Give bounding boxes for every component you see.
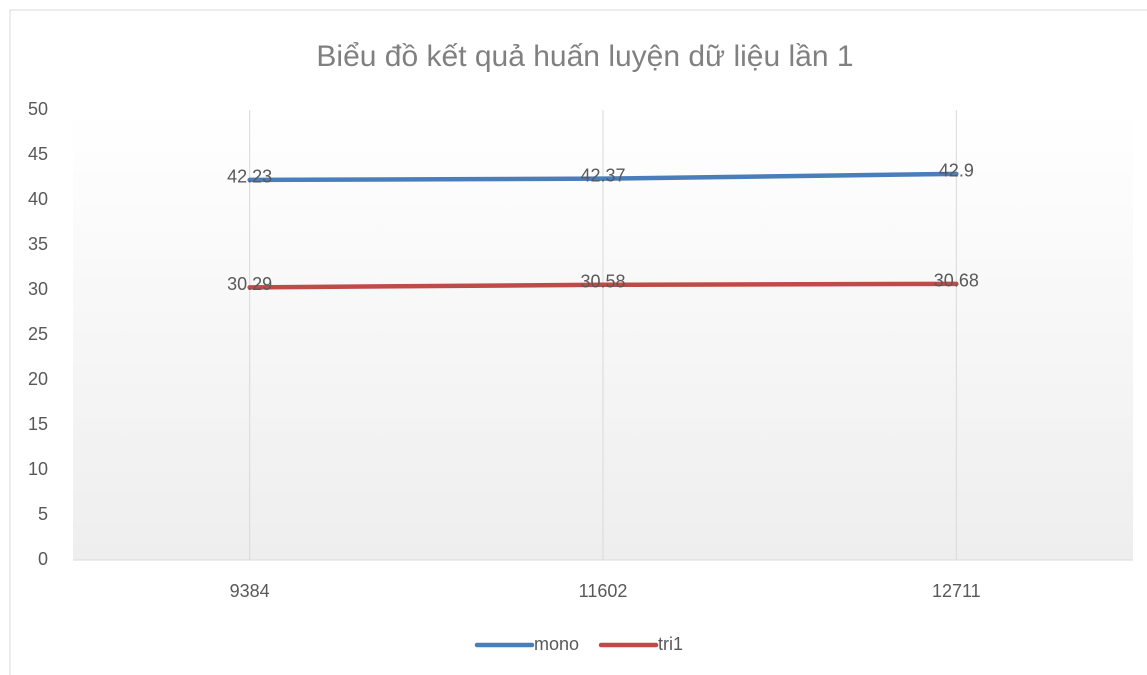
data-label: 42.37 xyxy=(580,165,625,185)
y-tick-label: 0 xyxy=(38,549,48,569)
chart-title: Biểu đồ kết quả huấn luyện dữ liệu lần 1 xyxy=(316,40,853,73)
x-tick-label: 12711 xyxy=(932,581,981,601)
line-series xyxy=(247,281,959,290)
data-label: 30.29 xyxy=(227,274,272,294)
y-tick-label: 5 xyxy=(38,504,48,524)
data-label: 42.23 xyxy=(227,167,272,187)
data-label: 30.58 xyxy=(580,272,625,292)
line-series xyxy=(247,171,959,183)
y-tick-label: 20 xyxy=(28,369,48,389)
legend-label: mono xyxy=(534,634,579,654)
y-tick-label: 15 xyxy=(28,414,48,434)
y-tick-label: 35 xyxy=(28,234,48,254)
data-label: 30.68 xyxy=(934,271,979,291)
y-tick-label: 40 xyxy=(28,189,48,209)
y-tick-label: 45 xyxy=(28,144,48,164)
data-label: 42.9 xyxy=(939,161,974,181)
y-tick-label: 50 xyxy=(28,99,48,119)
y-tick-label: 25 xyxy=(28,324,48,344)
y-tick-label: 10 xyxy=(28,459,48,479)
x-tick-label: 11602 xyxy=(579,581,628,601)
x-tick-label: 9384 xyxy=(230,581,270,601)
legend-label: tri1 xyxy=(658,634,683,654)
y-tick-label: 30 xyxy=(28,279,48,299)
